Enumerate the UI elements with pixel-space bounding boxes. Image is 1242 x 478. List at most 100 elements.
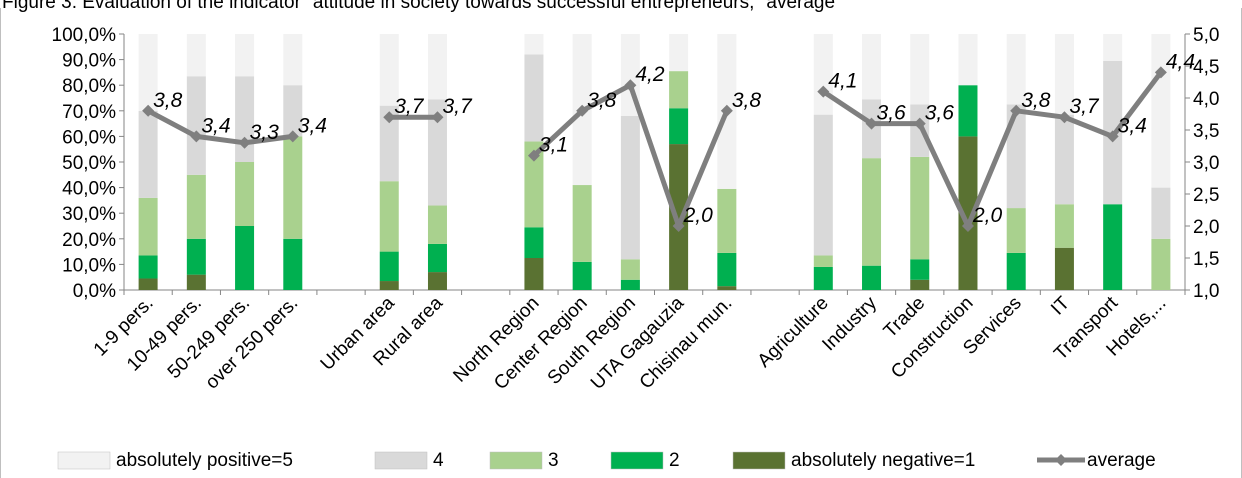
bar-segment-2 xyxy=(958,85,978,137)
bar-segment-2 xyxy=(813,266,833,290)
bar-segment-absolutely-negative-1 xyxy=(958,136,978,290)
bar-segment-absolutely-negative-1 xyxy=(138,278,158,290)
bar-segment-absolutely-negative-1 xyxy=(524,258,544,290)
bar-segment-absolutely-negative-1 xyxy=(379,281,399,290)
bar-segment-absolutely-negative-1 xyxy=(427,272,447,290)
legend-label: average xyxy=(1087,450,1156,471)
average-marker xyxy=(238,136,251,149)
bar-segment-3 xyxy=(427,205,447,244)
bar-segment-4 xyxy=(813,114,833,256)
y-left-tick-label: 40,0% xyxy=(62,179,116,200)
y-left-tick-label: 60,0% xyxy=(62,127,116,148)
bar-segment-3 xyxy=(1054,204,1074,248)
average-data-label: 3,7 xyxy=(442,95,473,118)
y-right-tick-label: 3,5 xyxy=(1193,121,1219,142)
legend-swatch xyxy=(489,451,543,470)
average-marker xyxy=(720,104,733,117)
legend-label: absolutely positive=5 xyxy=(116,450,293,471)
bar-segment-2 xyxy=(620,279,640,290)
bar-segment-2 xyxy=(717,252,737,287)
average-marker xyxy=(1058,111,1071,124)
bar-segment-absolutely-positive-5 xyxy=(910,34,930,105)
bar-segment-2 xyxy=(1006,252,1026,290)
bar-segment-absolutely-positive-5 xyxy=(186,34,206,77)
average-data-label: 3,3 xyxy=(250,121,280,144)
average-marker xyxy=(672,220,685,232)
bar-segment-3 xyxy=(524,141,544,228)
chart-title: Figure 3. Evaluation of the indicator "a… xyxy=(2,0,836,13)
average-marker xyxy=(624,79,637,92)
average-marker xyxy=(190,130,203,143)
bar-segment-absolutely-negative-1 xyxy=(910,279,930,290)
bar-segment-4 xyxy=(910,104,930,157)
bar-segment-3 xyxy=(572,185,592,262)
bar-segment-2 xyxy=(1103,204,1123,290)
y-left-tick-label: 20,0% xyxy=(62,230,116,251)
average-marker xyxy=(961,220,974,232)
bar-segment-absolutely-negative-1 xyxy=(1054,247,1074,290)
legend-swatch xyxy=(732,451,786,470)
y-left-tick-label: 80,0% xyxy=(62,76,116,97)
bar-segment-4 xyxy=(1054,114,1074,205)
bar-segment-4 xyxy=(186,76,206,175)
average-data-label: 2,0 xyxy=(972,204,1003,227)
y-left-tick-label: 0,0% xyxy=(73,281,116,302)
bar-segment-absolutely-positive-5 xyxy=(524,34,544,55)
average-marker xyxy=(576,104,589,117)
average-data-label: 3,7 xyxy=(394,95,425,118)
bar-segment-3 xyxy=(620,259,640,280)
bar-segment-2 xyxy=(235,226,255,290)
average-marker xyxy=(142,104,155,117)
average-data-label: 3,4 xyxy=(201,114,230,137)
y-right-tick-label: 2,0 xyxy=(1193,217,1219,238)
bar-segment-4 xyxy=(1006,104,1026,209)
bar-segment-3 xyxy=(186,174,206,239)
bar-segment-2 xyxy=(283,238,303,290)
bar-segment-2 xyxy=(669,108,689,145)
bar-segment-3 xyxy=(910,156,930,260)
average-marker xyxy=(1154,66,1167,79)
average-line xyxy=(821,70,1163,229)
average-marker xyxy=(286,130,299,143)
bar-segment-absolutely-positive-5 xyxy=(427,34,447,100)
average-marker xyxy=(383,111,396,124)
bar-segment-4 xyxy=(427,99,447,206)
average-data-label: 3,4 xyxy=(298,114,327,137)
bar-segment-absolutely-positive-5 xyxy=(958,34,978,86)
average-data-label: 3,8 xyxy=(1021,89,1051,112)
bar-segment-absolutely-negative-1 xyxy=(717,286,737,290)
y-left-tick-label: 50,0% xyxy=(62,153,116,174)
y-right-tick-label: 4,5 xyxy=(1193,57,1219,78)
legend-label: 3 xyxy=(548,450,559,471)
bar-segment-3 xyxy=(138,197,158,256)
bar-segment-3 xyxy=(283,136,303,239)
bar-segment-4 xyxy=(283,85,303,137)
y-right-tick-label: 1,0 xyxy=(1193,281,1219,302)
bar-segment-3 xyxy=(235,162,255,226)
bar-segment-2 xyxy=(862,265,882,290)
bar-segment-absolutely-positive-5 xyxy=(862,34,882,100)
y-left-tick-label: 70,0% xyxy=(62,102,116,123)
average-data-label: 3,6 xyxy=(925,102,955,125)
legend-marker xyxy=(1055,454,1067,466)
y-right-tick-label: 4,0 xyxy=(1193,89,1219,110)
y-right-tick-label: 2,5 xyxy=(1193,185,1219,206)
average-marker xyxy=(913,117,926,130)
legend-swatch xyxy=(374,451,428,470)
average-line xyxy=(146,108,294,146)
bar-segment-absolutely-positive-5 xyxy=(669,34,689,72)
average-marker xyxy=(431,111,444,124)
bar-segment-absolutely-negative-1 xyxy=(186,274,206,290)
bar-segment-4 xyxy=(379,105,399,182)
average-marker xyxy=(865,117,878,130)
bar-segment-3 xyxy=(1006,208,1026,253)
average-data-label: 2,0 xyxy=(683,204,714,227)
average-data-label: 3,7 xyxy=(1069,95,1100,118)
average-marker xyxy=(527,149,540,162)
y-right-tick-label: 1,5 xyxy=(1193,249,1219,270)
y-right-tick-label: 3,0 xyxy=(1193,153,1219,174)
average-data-label: 3,8 xyxy=(153,89,183,112)
bar-segment-3 xyxy=(669,71,689,109)
bar-segment-absolutely-positive-5 xyxy=(1054,34,1074,115)
bar-segment-absolutely-positive-5 xyxy=(379,34,399,106)
